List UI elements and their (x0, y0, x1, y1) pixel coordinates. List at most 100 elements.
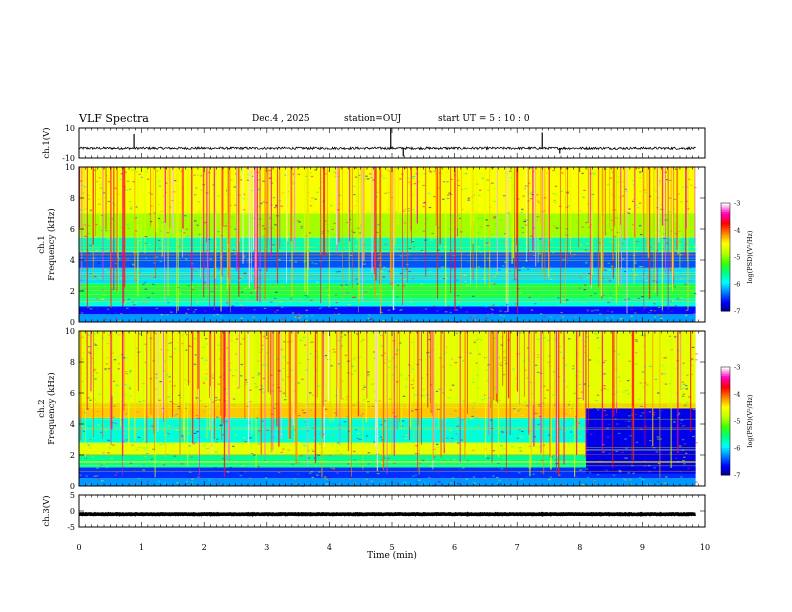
speckle (639, 415, 643, 417)
speckle (553, 338, 557, 340)
speckle (451, 477, 455, 479)
speckle (117, 334, 121, 336)
speckle (357, 426, 361, 428)
speckle (520, 409, 524, 411)
speckle (97, 262, 101, 264)
speckle (640, 405, 643, 407)
speckle (94, 224, 98, 226)
speckle (318, 307, 322, 310)
speckle (407, 177, 410, 179)
colorbar-tick-label: -3 (734, 200, 740, 208)
speckle (379, 436, 382, 438)
speckle (604, 468, 607, 470)
speckle (120, 300, 124, 302)
colorbar-segment (721, 278, 730, 281)
speckle (96, 180, 99, 183)
speckle (301, 236, 304, 238)
speckle (479, 251, 483, 254)
speckle (684, 283, 687, 285)
speckle (611, 193, 614, 195)
speckle (500, 305, 503, 307)
speckle (186, 235, 189, 237)
speckle (108, 334, 111, 336)
speckle (110, 289, 114, 291)
speckle (266, 279, 269, 281)
speckle (107, 452, 110, 454)
speckle (324, 400, 327, 402)
speckle (326, 230, 329, 232)
speckle (309, 200, 313, 202)
speckle (201, 357, 204, 359)
speckle (581, 226, 584, 228)
speckle (602, 277, 605, 279)
colorbar-segment (721, 217, 730, 220)
speckle (511, 446, 514, 448)
speckle (247, 258, 250, 260)
speckle (355, 245, 358, 248)
speckle (155, 342, 158, 344)
colorbar-segment (721, 406, 730, 409)
speckle (688, 375, 691, 377)
speckle (297, 313, 301, 315)
speckle (644, 425, 648, 427)
speckle (464, 173, 468, 175)
speckle (477, 217, 480, 219)
speckle (433, 196, 436, 198)
speckle (548, 479, 551, 481)
speckle (428, 484, 432, 486)
speckle (309, 462, 313, 464)
speckle (337, 313, 341, 315)
speckle (225, 306, 229, 308)
speckle (640, 334, 643, 337)
speckle (625, 389, 628, 391)
speckle (521, 209, 525, 212)
speckle (329, 254, 333, 256)
speckle (280, 451, 283, 453)
speckle (195, 187, 198, 189)
speckle (155, 270, 158, 273)
speckle (282, 367, 285, 370)
speckle (681, 381, 685, 383)
speckle (249, 259, 253, 261)
speckle (340, 345, 343, 347)
speckle (668, 211, 671, 213)
speckle (627, 395, 630, 397)
speckle (86, 194, 90, 196)
speckle (106, 466, 109, 468)
speckle (457, 214, 460, 216)
speckle (100, 214, 103, 217)
speckle (647, 465, 651, 467)
speckle (261, 364, 264, 366)
speckle (290, 369, 293, 372)
speckle (232, 445, 235, 447)
speckle (508, 394, 511, 396)
colorbar-segment (721, 248, 730, 251)
speckle (123, 381, 126, 383)
speckle (169, 206, 172, 208)
speckle (304, 445, 307, 447)
speckle (115, 317, 118, 319)
speckle (494, 225, 497, 228)
speckle (281, 192, 285, 194)
speckle (204, 222, 207, 224)
y-tick-label: -10 (62, 154, 75, 163)
speckle (353, 459, 357, 461)
speckle (101, 229, 104, 232)
speckle (316, 190, 319, 192)
speckle (388, 398, 392, 400)
spectral-band (79, 298, 696, 307)
speckle (448, 439, 452, 441)
speckle (311, 197, 314, 199)
speckle (142, 303, 145, 305)
speckle (649, 309, 653, 312)
speckle (399, 309, 402, 311)
speckle (610, 171, 614, 173)
speckle (491, 233, 494, 236)
speckle (202, 346, 205, 348)
speckle (100, 464, 103, 466)
speckle (382, 320, 385, 322)
speckle (159, 411, 162, 413)
speckle (170, 311, 173, 313)
speckle (538, 253, 541, 255)
speckle (297, 382, 300, 384)
